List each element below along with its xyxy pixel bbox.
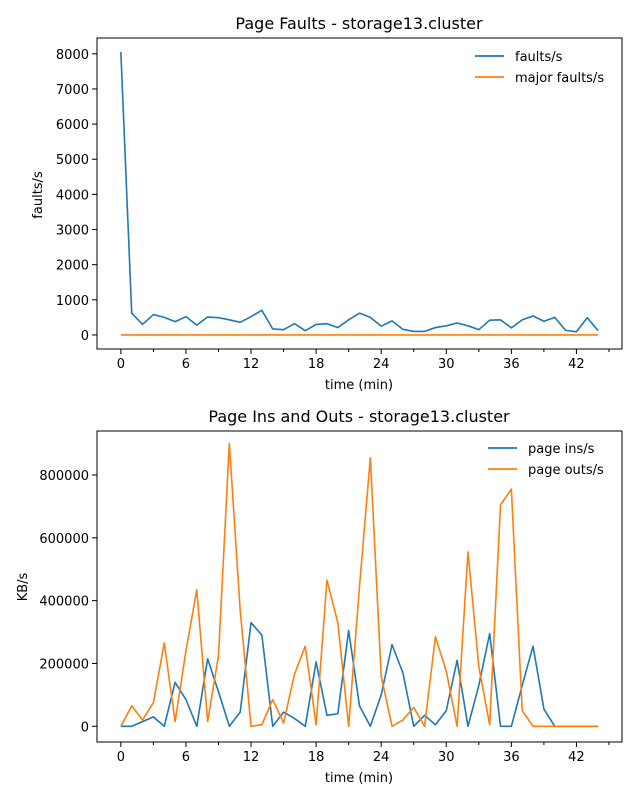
page-ins-outs-chart: Page Ins and Outs - storage13.cluster ti… [16, 407, 623, 786]
x-tick-label: 12 [243, 750, 260, 765]
y-tick-label: 4000 [56, 188, 89, 203]
x-tick-label: 12 [243, 357, 260, 372]
x-tick-label: 30 [438, 357, 455, 372]
legend-label: page outs/s [528, 463, 604, 478]
x-tick-label: 36 [503, 357, 520, 372]
y-tick-label: 800000 [39, 469, 89, 484]
x-tick-label: 36 [503, 750, 520, 765]
y-tick-label: 0 [81, 329, 89, 344]
legend-label: major faults/s [515, 71, 604, 86]
y-tick-label: 7000 [56, 83, 89, 98]
y-tick-label: 600000 [39, 532, 89, 547]
x-tick-label: 6 [182, 750, 190, 765]
y-tick-label: 1000 [56, 294, 89, 309]
y-tick-label: 3000 [56, 224, 89, 239]
legend-label: faults/s [515, 50, 563, 65]
tick-layer: 0 6 12 18 24 30 36 42 0 1000 2000 3000 4000 5000 6000 7… [56, 48, 610, 372]
legend: faults/s major faults/s [475, 50, 604, 86]
plot-layer [120, 52, 599, 336]
y-axis-label: KB/s [16, 572, 31, 601]
x-tick-label: 18 [308, 750, 325, 765]
axes-frame [96, 430, 623, 743]
chart-title: Page Faults - storage13.cluster [235, 14, 483, 33]
x-tick-label: 42 [568, 750, 585, 765]
series-line [120, 621, 599, 728]
plot-layer [120, 442, 599, 728]
series-line [120, 52, 599, 333]
y-tick-label: 2000 [56, 259, 89, 274]
x-tick-label: 6 [182, 357, 190, 372]
x-tick-label: 18 [308, 357, 325, 372]
x-tick-label: 0 [117, 750, 125, 765]
y-tick-label: 0 [81, 720, 89, 735]
x-tick-label: 24 [373, 750, 390, 765]
y-tick-label: 8000 [56, 48, 89, 63]
x-axis-label: time (min) [325, 378, 393, 393]
x-tick-label: 42 [568, 357, 585, 372]
page-faults-chart: Page Faults - storage13.cluster time (mi… [31, 14, 623, 393]
y-tick-label: 5000 [56, 153, 89, 168]
legend-label: page ins/s [528, 442, 595, 457]
series-line [120, 442, 599, 728]
tick-layer: 0 6 12 18 24 30 36 42 0 200000 400000 600000 800000 [39, 469, 610, 765]
y-axis-label: faults/s [31, 171, 46, 219]
y-tick-label: 400000 [39, 595, 89, 610]
axes-frame [96, 37, 623, 350]
x-tick-label: 0 [117, 357, 125, 372]
legend: page ins/s page outs/s [488, 442, 604, 478]
chart-title: Page Ins and Outs - storage13.cluster [208, 407, 510, 426]
x-axis-label: time (min) [325, 771, 393, 786]
y-tick-label: 200000 [39, 657, 89, 672]
y-tick-label: 6000 [56, 118, 89, 133]
x-tick-label: 24 [373, 357, 390, 372]
x-tick-label: 30 [438, 750, 455, 765]
